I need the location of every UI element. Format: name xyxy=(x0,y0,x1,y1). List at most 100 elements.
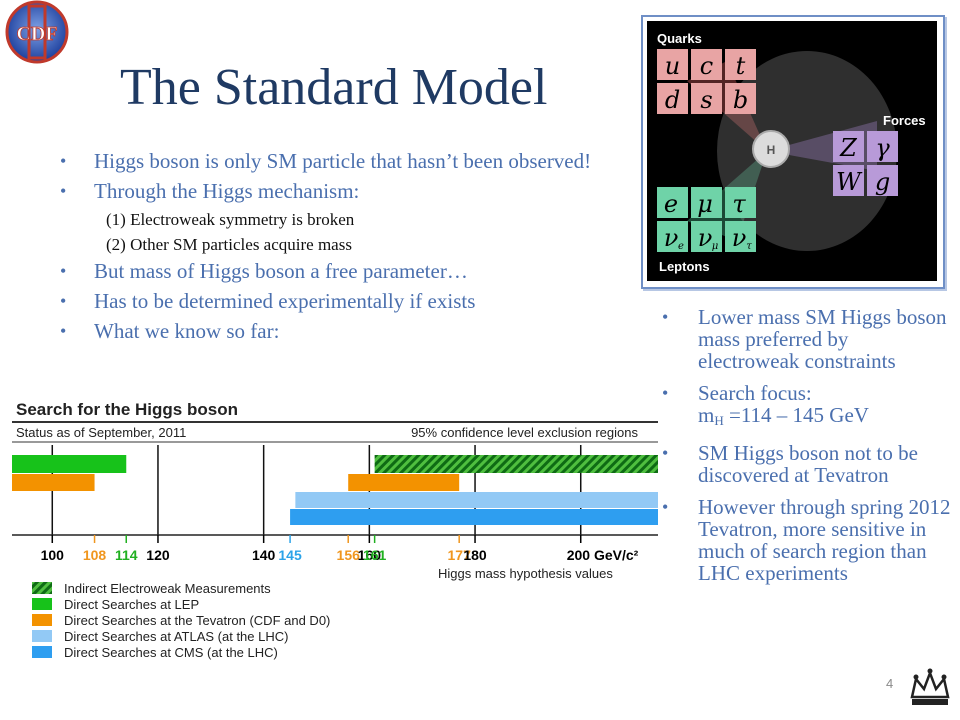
quarks-label: Quarks xyxy=(657,31,702,46)
force-symbol: W xyxy=(836,168,863,196)
legend-label: Direct Searches at LEP xyxy=(64,597,199,612)
legend-label: Direct Searches at CMS (at the LHC) xyxy=(64,645,278,660)
lepton-cell xyxy=(691,187,722,218)
tick-label: 120 xyxy=(146,547,170,563)
sub-bullet-symmetry-broken: (1) Electroweak symmetry is broken xyxy=(106,210,355,229)
tick-label: 100 xyxy=(41,547,65,563)
bullet-higgs-mechanism: Through the Higgs mechanism: xyxy=(60,180,620,202)
cdf-logo: CDF xyxy=(5,0,69,64)
neutrino-flavor: μ xyxy=(712,241,719,252)
higgs-exclusion-chart: Search for the Higgs boson Status as of … xyxy=(12,400,658,660)
quark-symbol: c xyxy=(700,52,713,80)
sub-bullet-acquire-mass: (2) Other SM particles acquire mass xyxy=(106,235,352,254)
forces-label: Forces xyxy=(883,113,926,128)
x-axis-label: Higgs mass hypothesis values xyxy=(438,566,613,581)
page-title: The Standard Model xyxy=(120,59,548,116)
legend-swatch xyxy=(32,646,52,658)
lepton-cell xyxy=(657,221,688,252)
quark-cell xyxy=(691,83,722,114)
legend-swatch xyxy=(32,630,52,642)
lepton-symbol: ν xyxy=(732,224,747,252)
right-bullet-list: Lower mass SM Higgs boson mass preferred… xyxy=(662,306,952,594)
tick-label: 161 xyxy=(363,547,387,563)
mass-symbol: m xyxy=(698,403,715,427)
legend: Indirect Electroweak MeasurementsDirect … xyxy=(32,581,330,660)
lepton-cell xyxy=(725,221,756,252)
quark-cell xyxy=(657,49,688,80)
bullet-higgs-unobserved: Higgs boson is only SM particle that has… xyxy=(60,150,620,172)
exclusion-bar xyxy=(374,455,658,473)
quark-cell xyxy=(725,83,756,114)
force-cell xyxy=(867,165,898,196)
tick-label: 200 GeV/c² xyxy=(567,547,639,563)
leptons-label: Leptons xyxy=(659,259,710,274)
bullet-not-discovered: SM Higgs boson not to be discovered at T… xyxy=(662,442,952,486)
quark-symbol: b xyxy=(733,86,748,114)
neutrino-flavor: e xyxy=(678,241,684,252)
quark-grid: u c t d s b xyxy=(657,49,756,114)
exclusion-bars xyxy=(12,455,658,525)
legend-label: Direct Searches at ATLAS (at the LHC) xyxy=(64,629,288,644)
tick-label: 180 xyxy=(463,547,487,563)
cdf-logo-text: CDF xyxy=(16,23,57,45)
force-cell xyxy=(833,165,864,196)
tick-label: 140 xyxy=(252,547,276,563)
bullet-what-we-know: What we know so far: xyxy=(60,320,620,342)
lepton-grid: e μ τν e ν μ ν τ xyxy=(657,187,756,252)
lepton-cell xyxy=(657,187,688,218)
chart-title: Search for the Higgs boson xyxy=(16,400,238,419)
crown-logo xyxy=(910,668,950,705)
page-number: 4 xyxy=(886,676,894,691)
tick-label: 177 xyxy=(448,547,472,563)
exclusion-bar xyxy=(295,492,658,508)
neutrino-flavor: τ xyxy=(746,241,752,252)
left-bullet-list: Higgs boson is only SM particle that has… xyxy=(60,150,620,350)
lepton-cell xyxy=(725,187,756,218)
quark-symbol: t xyxy=(736,52,746,80)
quark-cell xyxy=(691,49,722,80)
force-symbol: Z xyxy=(839,134,858,162)
tick-label: 145 xyxy=(278,547,302,563)
legend-swatch xyxy=(32,582,52,594)
exclusion-bar xyxy=(12,474,95,491)
lepton-cell xyxy=(691,221,722,252)
bullet-free-parameter: But mass of Higgs boson a free parameter… xyxy=(60,260,620,282)
bullet-lower-mass-preferred: Lower mass SM Higgs boson mass preferred… xyxy=(662,306,952,372)
search-focus-label: Search focus: xyxy=(698,381,812,405)
force-cell xyxy=(833,131,864,162)
exclusion-bar xyxy=(12,455,127,473)
higgs-sphere xyxy=(752,130,790,168)
force-symbol: g xyxy=(875,168,890,196)
lepton-symbol: ν xyxy=(698,224,713,252)
legend-label: Direct Searches at the Tevatron (CDF and… xyxy=(64,613,330,628)
lepton-symbol: e xyxy=(664,190,678,218)
quark-cell xyxy=(725,49,756,80)
quark-symbol: s xyxy=(700,86,712,114)
legend-label: Indirect Electroweak Measurements xyxy=(64,581,271,596)
legend-swatch xyxy=(32,598,52,610)
force-cell xyxy=(867,131,898,162)
lepton-symbol: τ xyxy=(732,190,746,218)
quark-symbol: d xyxy=(665,86,680,114)
bullet-search-focus: Search focus:mH =114 – 145 GeV xyxy=(662,382,952,432)
quark-cell xyxy=(657,83,688,114)
lepton-symbol: μ xyxy=(697,190,713,218)
mass-range: =114 – 145 GeV xyxy=(723,403,869,427)
exclusion-bar xyxy=(348,474,460,491)
lepton-symbol: ν xyxy=(664,224,679,252)
chart-subtitle: Status as of September, 2011 xyxy=(16,425,186,440)
higgs-label: H xyxy=(767,143,776,157)
legend-swatch xyxy=(32,614,52,626)
quark-symbol: u xyxy=(665,52,680,80)
bullet-determined-experimentally: Has to be determined experimentally if e… xyxy=(60,290,620,312)
mass-subscript: H xyxy=(714,413,724,428)
chart-right-header: 95% confidence level exclusion regions xyxy=(411,425,638,440)
force-symbol: γ xyxy=(875,134,890,162)
tick-label: 114 xyxy=(115,547,138,563)
tick-label: 156 xyxy=(337,547,361,563)
exclusion-bar xyxy=(290,509,658,525)
tick-label: 160 xyxy=(358,547,382,563)
